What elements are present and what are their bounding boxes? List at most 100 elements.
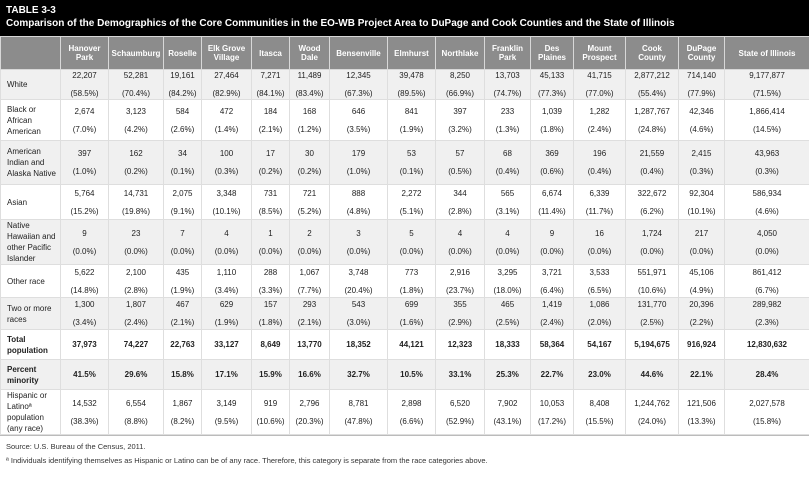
- table-cell: 731 (8.5%): [251, 184, 290, 220]
- cell-value: 233: [500, 106, 515, 116]
- table-cell: 841 (1.9%): [387, 99, 436, 141]
- table-cell: 714,140 (77.9%): [678, 69, 725, 100]
- cell-percent: (0.0%): [640, 246, 664, 256]
- column-header: Schaumburg: [108, 36, 164, 70]
- table-cell: 586,934 (4.6%): [724, 184, 809, 220]
- table-cell: 3 (0.0%): [329, 219, 388, 265]
- cell-value: 543: [351, 300, 366, 309]
- table-cell: 22.7%: [530, 359, 574, 390]
- table-cell: 3,348 (10.1%): [201, 184, 252, 220]
- row-label: Total population: [0, 329, 61, 360]
- row-label: Asian: [0, 184, 61, 220]
- table-cell: 57 (0.5%): [435, 140, 485, 185]
- cell-value: 1,419: [541, 300, 563, 309]
- table-cell: 551,971 (10.6%): [625, 264, 679, 298]
- table-cell: 8,649: [251, 329, 290, 360]
- cell-percent: (11.4%): [538, 206, 566, 216]
- table-cell: 121,506 (13.3%): [678, 389, 725, 435]
- table-cell: 23.0%: [573, 359, 626, 390]
- cell-value: 14,731: [123, 188, 149, 198]
- table-cell: 435 (1.9%): [163, 264, 202, 298]
- table-cell: 3,149 (9.5%): [201, 389, 252, 435]
- column-header: Franklin Park: [484, 36, 531, 70]
- cell-percent: (2.4%): [124, 318, 148, 327]
- row-label: Percent minority: [0, 359, 61, 390]
- table-cell: 10.5%: [387, 359, 436, 390]
- cell-percent: (2.2%): [689, 318, 714, 327]
- table-cell: 3,123 (4.2%): [108, 99, 164, 141]
- cell-percent: (0.3%): [689, 167, 714, 176]
- cell-percent: (24.0%): [637, 416, 666, 426]
- cell-value: 6,554: [125, 398, 147, 408]
- table-cell: 74,227: [108, 329, 164, 360]
- cell-value: 1,067: [299, 267, 320, 277]
- table-cell: 1,282 (2.4%): [573, 99, 626, 141]
- table-cell: 699 (1.6%): [387, 297, 436, 330]
- table-cell: 1,419 (2.4%): [530, 297, 574, 330]
- cell-value: 53: [407, 149, 416, 158]
- cell-value: 288: [263, 267, 278, 277]
- cell-value: 44,121: [399, 340, 424, 349]
- table-cell: 12,345 (67.3%): [329, 69, 388, 100]
- cell-value: 21,559: [639, 149, 665, 158]
- cell-value: 5,622: [74, 267, 95, 277]
- cell-percent: (6.6%): [399, 416, 424, 426]
- table-cell: 565 (3.1%): [484, 184, 531, 220]
- table-cell: 888 (4.8%): [329, 184, 388, 220]
- cell-percent: (0.0%): [448, 246, 472, 256]
- cell-percent: (2.5%): [495, 318, 520, 327]
- cell-value: 15.8%: [171, 370, 194, 379]
- cell-value: 2,898: [401, 398, 422, 408]
- table-cell: 6,520 (52.9%): [435, 389, 485, 435]
- cell-percent: (71.5%): [752, 89, 781, 98]
- cell-percent: (8.8%): [124, 416, 148, 426]
- row-label: Native Hawaiian and other Pacific Island…: [0, 219, 61, 265]
- cell-value: 646: [351, 106, 366, 116]
- row-label: Two or more races: [0, 297, 61, 330]
- cell-percent: (0.2%): [258, 167, 283, 176]
- cell-percent: (10.1%): [212, 206, 241, 216]
- cell-percent: (0.0%): [297, 246, 322, 256]
- cell-value: 1,287,767: [634, 106, 670, 116]
- table-cell: 20,396 (2.2%): [678, 297, 725, 330]
- cell-value: 41.5%: [73, 370, 96, 379]
- table-cell: 15.8%: [163, 359, 202, 390]
- table-cell: 29.6%: [108, 359, 164, 390]
- cell-value: 5,764: [74, 188, 95, 198]
- cell-value: 322,672: [637, 188, 667, 198]
- cell-percent: (1.6%): [399, 318, 424, 327]
- cell-value: 2,100: [125, 267, 147, 277]
- cell-value: 42,346: [689, 106, 714, 116]
- table-cell: 5,194,675: [625, 329, 679, 360]
- cell-percent: (3.1%): [495, 206, 520, 216]
- table-cell: 41,715 (77.0%): [573, 69, 626, 100]
- table-cell: 1,067 (7.7%): [289, 264, 330, 298]
- cell-value: 2,916: [449, 267, 471, 277]
- cell-value: 699: [404, 300, 419, 309]
- column-header: Bensenville: [329, 36, 388, 70]
- table-cell: 13,703 (74.7%): [484, 69, 531, 100]
- demographics-table: Hanover Park Schaumburg Roselle Elk Grove V…: [0, 36, 809, 435]
- cell-percent: (14.8%): [70, 285, 99, 295]
- cell-value: 355: [453, 300, 467, 309]
- cell-percent: (0.1%): [170, 167, 195, 176]
- table-cell: 23 (0.0%): [108, 219, 164, 265]
- table-cell: 289,982 (2.3%): [724, 297, 809, 330]
- column-header: Roselle: [163, 36, 202, 70]
- cell-value: 841: [404, 106, 419, 116]
- cell-percent: (5.1%): [399, 206, 424, 216]
- cell-value: 3,533: [589, 267, 610, 277]
- cell-percent: (0.3%): [755, 167, 779, 176]
- row-label: White: [0, 69, 61, 100]
- table-row: Hispanic or Latinoª population (any race…: [0, 389, 809, 435]
- cell-value: 5: [409, 228, 414, 238]
- table-cell: 157 (1.8%): [251, 297, 290, 330]
- table-number: TABLE 3-3: [6, 5, 56, 16]
- table-cell: 7,902 (43.1%): [484, 389, 531, 435]
- cell-percent: (0.6%): [540, 167, 564, 176]
- cell-value: 10,053: [539, 398, 565, 408]
- cell-percent: (3.5%): [346, 124, 371, 134]
- table-cell: 162 (0.2%): [108, 140, 164, 185]
- table-cell: 33.1%: [435, 359, 485, 390]
- table-cell: 58,364: [530, 329, 574, 360]
